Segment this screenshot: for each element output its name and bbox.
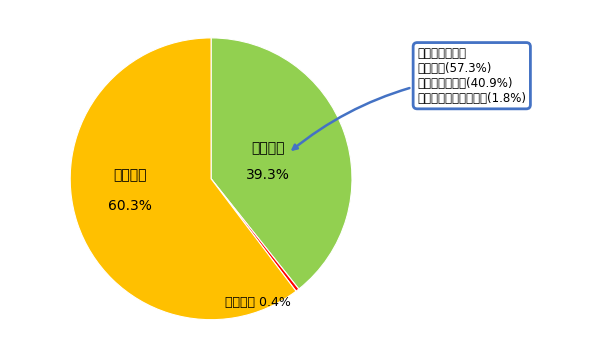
Text: 不燃ごみ 0.4%: 不燃ごみ 0.4%	[225, 296, 290, 309]
Wedge shape	[70, 38, 296, 320]
Text: 可燃ごみ: 可燃ごみ	[113, 168, 147, 183]
Text: 資源ごみの内訳
１．紙類(57.3%)
２．その他プラ(40.9%)
３．その他の資源ごみ(1.8%): 資源ごみの内訳 １．紙類(57.3%) ２．その他プラ(40.9%) ３．その他…	[293, 47, 526, 149]
Text: 資源ごみ: 資源ごみ	[251, 141, 285, 155]
Wedge shape	[211, 38, 352, 289]
Text: 60.3%: 60.3%	[108, 199, 152, 213]
Text: 39.3%: 39.3%	[246, 168, 290, 183]
Wedge shape	[211, 179, 299, 291]
